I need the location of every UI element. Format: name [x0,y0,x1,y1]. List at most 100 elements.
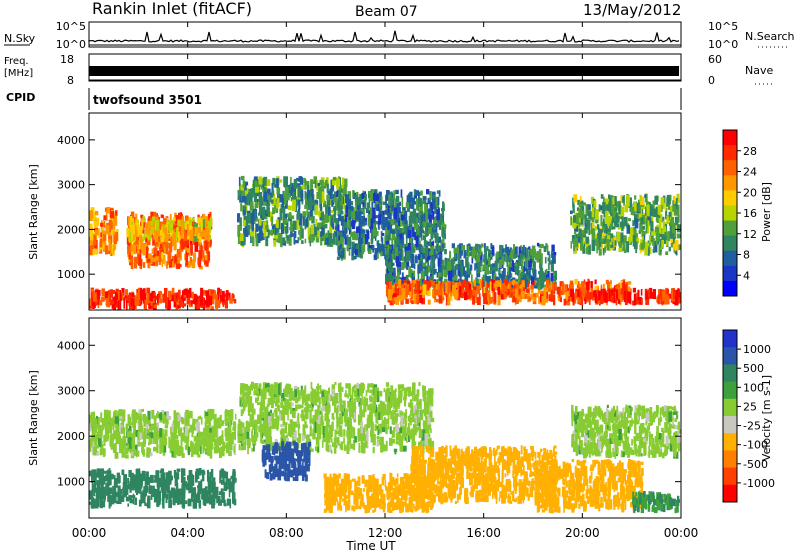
heatmap-cell [119,299,122,310]
heatmap-cell [486,246,489,251]
heatmap-cell [432,202,436,210]
heatmap-cell [155,256,159,262]
heatmap-cell [146,240,151,246]
heatmap-cell [640,289,643,296]
heatmap-cell [170,426,173,435]
heatmap-cell [116,500,121,504]
heatmap-cell [436,209,440,221]
heatmap-cell [420,225,422,237]
heatmap-cell [138,422,143,432]
heatmap-cell [467,245,470,258]
heatmap-cell [157,471,160,483]
heatmap-cell [201,488,206,500]
heatmap-cell [207,213,211,221]
heatmap-cell [222,477,225,484]
heatmap-cell [432,289,434,298]
heatmap-cell [388,282,392,291]
heatmap-cell [147,495,151,500]
heatmap-cell [216,295,220,303]
heatmap-cell [462,289,466,293]
heatmap-cell [101,418,105,430]
heatmap-cell [537,290,542,294]
heatmap-cell [125,496,130,502]
heatmap-cell [431,280,435,286]
heatmap-cell [353,255,357,260]
heatmap-cell [181,241,185,250]
heatmap-cell [292,185,296,197]
heatmap-cell [525,288,530,293]
heatmap-cell [189,470,193,477]
heatmap-cell [175,439,179,449]
heatmap-cell [282,237,286,244]
heatmap-cell [306,201,308,205]
heatmap-cell [427,248,431,261]
heatmap-cell [665,203,668,207]
heatmap-cell [91,497,95,502]
heatmap-cell [161,478,164,490]
heatmap-cell [159,440,163,449]
heatmap-cell [128,251,131,260]
heatmap-cell [209,486,213,491]
heatmap-cell [489,281,493,291]
heatmap-cell [610,212,613,217]
heatmap-cell [133,449,137,456]
heatmap-cell [288,191,292,198]
heatmap-cell [572,204,575,213]
heatmap-cell [409,297,412,303]
heatmap-cell [111,252,115,256]
heatmap-cell [390,294,394,306]
heatmap-cell [131,441,136,446]
heatmap-cell [649,235,651,243]
freq-tick-top: 18 [60,53,74,66]
heatmap-cell [255,187,259,193]
heatmap-cell [499,273,502,279]
heatmap-cell [640,217,644,225]
heatmap-cell [325,204,328,210]
heatmap-cell [395,276,398,288]
heatmap-cell [119,446,123,454]
heatmap-cell [511,288,515,293]
heatmap-cell [280,241,283,248]
heatmap-cell [462,266,465,276]
heatmap-cell [128,231,132,243]
heatmap-cell [377,231,379,236]
heatmap-cell [488,280,491,290]
heatmap-cell [152,485,155,498]
heatmap-cell [142,216,146,223]
heatmap-cell [371,391,374,396]
heatmap-cell [94,248,99,255]
heatmap-cell [494,292,497,303]
heatmap-cell [411,291,414,300]
heatmap-cell [197,488,200,498]
heatmap-cell [652,208,656,218]
heatmap-cell [91,474,93,483]
heatmap-cell [229,478,231,487]
heatmap-cell [205,420,210,425]
heatmap-cell [385,194,387,205]
heatmap-cell [201,437,205,445]
heatmap-cell [95,495,100,507]
heatmap-cell [574,238,579,248]
heatmap-cell [220,300,222,304]
heatmap-cell [128,470,132,478]
heatmap-cell [89,501,92,505]
heatmap-cell [505,254,508,263]
heatmap-cell [431,271,434,278]
heatmap-cell [216,444,219,454]
heatmap-cell [146,503,150,507]
heatmap-cell [638,213,642,221]
heatmap-cell [652,289,656,300]
heatmap-cell [500,291,505,300]
heatmap-cell [359,194,363,202]
heatmap-cell [622,196,624,203]
heatmap-cell [412,226,415,238]
heatmap-cell [530,276,535,284]
heatmap-cell [184,237,188,248]
heatmap-cell [184,412,187,424]
heatmap-cell [415,190,420,196]
heatmap-cell [192,427,197,431]
heatmap-cell [96,217,100,226]
heatmap-cell [612,206,616,219]
heatmap-cell [106,482,110,493]
heatmap-cell [610,196,615,209]
